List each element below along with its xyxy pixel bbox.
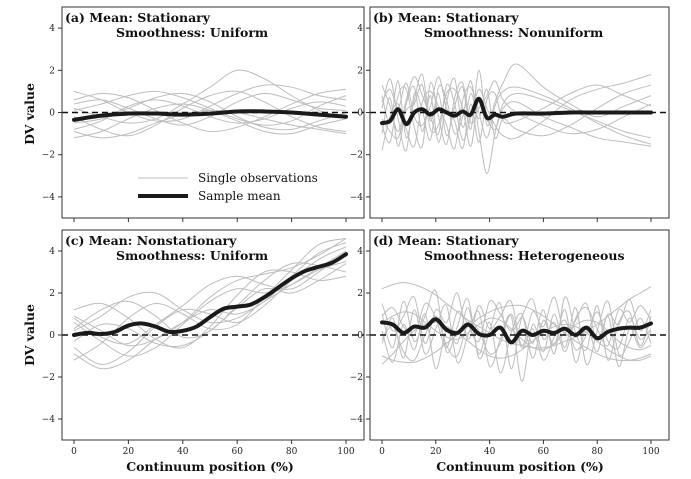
x-tick-label: 80 bbox=[286, 447, 298, 457]
panel-title-line2: Smoothness: Heterogeneous bbox=[424, 248, 624, 263]
mean-line-group bbox=[380, 96, 653, 127]
observation-line bbox=[381, 307, 652, 374]
sample-mean-line bbox=[380, 317, 653, 345]
mean-line-group bbox=[72, 109, 348, 122]
observation-line bbox=[73, 109, 347, 139]
observation-line bbox=[381, 311, 652, 362]
y-tick-label: −2 bbox=[350, 373, 363, 383]
observation-line bbox=[73, 90, 347, 126]
sample-mean-line bbox=[72, 252, 348, 337]
y-tick-label: 4 bbox=[49, 247, 55, 257]
observation-line bbox=[381, 80, 652, 149]
y-tick-label: −4 bbox=[350, 193, 364, 203]
x-axis-label: Continuum position (%) bbox=[126, 459, 294, 474]
observation-line bbox=[73, 261, 347, 357]
panel-title-line2: Smoothness: Nonuniform bbox=[424, 25, 603, 40]
y-tick-label: 0 bbox=[357, 331, 363, 341]
observation-line bbox=[73, 263, 347, 347]
observation-line bbox=[73, 92, 347, 131]
observation-line bbox=[381, 84, 652, 147]
y-axis-label: DV value bbox=[22, 83, 37, 145]
x-tick-label: 40 bbox=[484, 447, 496, 457]
x-tick-label: 40 bbox=[177, 447, 189, 457]
observation-line bbox=[381, 78, 652, 175]
y-tick-label: 2 bbox=[49, 289, 55, 299]
panel-title-line1: (b) Mean: Stationary bbox=[373, 10, 519, 25]
legend-mean-label: Sample mean bbox=[198, 189, 281, 203]
panel-title-line2: Smoothness: Uniform bbox=[116, 25, 268, 40]
observation-line bbox=[73, 99, 347, 130]
x-tick-label: 20 bbox=[123, 447, 135, 457]
mean-line-group bbox=[72, 252, 348, 337]
observation-line bbox=[73, 84, 347, 122]
y-tick-label: −4 bbox=[42, 415, 56, 425]
observation-line bbox=[381, 321, 652, 365]
y-tick-label: −2 bbox=[42, 373, 55, 383]
y-tick-label: 0 bbox=[49, 331, 55, 341]
y-tick-label: 4 bbox=[49, 24, 55, 34]
x-tick-label: 60 bbox=[538, 447, 550, 457]
y-tick-label: 2 bbox=[357, 289, 363, 299]
x-tick-label: 0 bbox=[71, 447, 77, 457]
observation-line bbox=[73, 252, 347, 345]
panel-title-line1: (d) Mean: Stationary bbox=[373, 233, 519, 248]
x-tick-label: 100 bbox=[337, 447, 354, 457]
observation-line bbox=[73, 250, 347, 332]
x-axis-label: Continuum position (%) bbox=[436, 459, 604, 474]
x-tick-label: 0 bbox=[379, 447, 385, 457]
observation-line bbox=[381, 298, 652, 353]
x-tick-label: 100 bbox=[642, 447, 659, 457]
observation-line bbox=[73, 237, 347, 361]
panel-title-line1: (a) Mean: Stationary bbox=[65, 10, 211, 25]
y-tick-label: −4 bbox=[42, 193, 56, 203]
legend-observations-label: Single observations bbox=[198, 171, 318, 185]
observation-lines bbox=[381, 281, 652, 382]
y-tick-label: −2 bbox=[42, 151, 55, 161]
observation-line bbox=[381, 76, 652, 149]
y-tick-label: 0 bbox=[49, 109, 55, 119]
sample-mean-line bbox=[380, 96, 653, 127]
observation-line bbox=[381, 289, 652, 370]
y-tick-label: 2 bbox=[357, 66, 363, 76]
panel-title-line2: Smoothness: Uniform bbox=[116, 248, 268, 263]
observation-line bbox=[73, 242, 347, 370]
observation-line bbox=[73, 88, 347, 133]
y-tick-label: 4 bbox=[357, 247, 363, 257]
x-tick-label: 20 bbox=[430, 447, 442, 457]
legend: Single observations Sample mean bbox=[138, 171, 318, 203]
y-tick-label: 2 bbox=[49, 66, 55, 76]
observation-line bbox=[381, 300, 652, 382]
y-tick-label: 4 bbox=[357, 24, 363, 34]
y-axis-label: DV value bbox=[22, 304, 37, 366]
panel-title-line1: (c) Mean: Nonstationary bbox=[65, 233, 237, 248]
observation-line bbox=[381, 86, 652, 151]
x-tick-label: 60 bbox=[231, 447, 243, 457]
x-tick-label: 80 bbox=[591, 447, 603, 457]
y-axis-label-top: DV value bbox=[22, 83, 37, 145]
y-tick-label: 0 bbox=[357, 109, 363, 119]
y-axis-label-bottom: DV value bbox=[22, 304, 37, 366]
y-tick-label: −2 bbox=[350, 151, 363, 161]
observation-lines bbox=[73, 69, 347, 139]
observation-line bbox=[73, 237, 347, 347]
sample-mean-line bbox=[72, 109, 348, 122]
y-tick-label: −4 bbox=[350, 415, 364, 425]
observation-lines bbox=[381, 63, 652, 175]
mean-line-group bbox=[380, 317, 653, 345]
